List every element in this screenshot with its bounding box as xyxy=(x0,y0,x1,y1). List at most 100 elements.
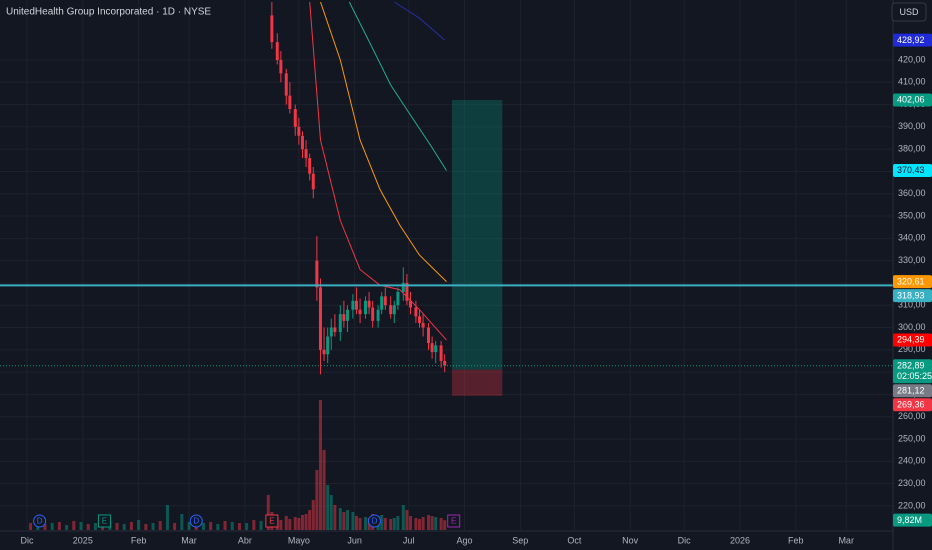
volume-bar xyxy=(300,515,304,530)
volume-bar xyxy=(363,517,367,530)
y-tick-label: 290,00 xyxy=(898,344,926,354)
volume-bar xyxy=(396,516,400,530)
candle-body xyxy=(279,59,283,74)
candle-body xyxy=(417,316,421,324)
x-tick-label: Oct xyxy=(567,535,582,545)
x-tick-label: Ago xyxy=(456,535,472,545)
volume-bar xyxy=(345,510,349,530)
event-marker xyxy=(447,514,461,528)
candle-body xyxy=(326,336,330,355)
candle-body xyxy=(358,309,362,315)
position-target-zone xyxy=(451,99,503,370)
volume-bar xyxy=(57,522,61,530)
volume-bar xyxy=(380,515,384,530)
grid xyxy=(0,0,893,530)
y-tick-label: 360,00 xyxy=(898,188,926,198)
y-tick-label: 410,00 xyxy=(898,77,926,87)
candle-body xyxy=(363,300,367,315)
volume-bar xyxy=(315,470,319,530)
volume-bar xyxy=(293,517,297,530)
y-tick-label: 350,00 xyxy=(898,210,926,220)
volume-bar xyxy=(329,495,333,530)
volume-bar xyxy=(408,516,412,530)
x-tick-label: Nov xyxy=(622,535,639,545)
volume-bar xyxy=(322,450,326,530)
candle-body xyxy=(371,307,375,321)
y-tick-label: 380,00 xyxy=(898,144,926,154)
y-tick-label: 420,00 xyxy=(898,54,926,64)
candle-body xyxy=(421,323,425,328)
x-tick-label: Jun xyxy=(347,535,362,545)
price-countdown: 02:05:25 xyxy=(897,371,932,381)
candle-body xyxy=(308,158,312,174)
currency-button[interactable] xyxy=(891,2,927,22)
candle-body xyxy=(333,327,337,333)
volume-bar xyxy=(430,516,434,530)
volume-bar xyxy=(351,512,355,530)
volume-bar xyxy=(304,514,308,530)
volume-bar xyxy=(426,515,430,530)
candle-body xyxy=(396,291,400,306)
volume-bar xyxy=(308,510,312,530)
volume-bar xyxy=(252,520,256,530)
candle-body xyxy=(376,309,380,321)
volume-bar xyxy=(65,525,69,530)
volume-tag-label: 9,82M xyxy=(897,515,922,525)
volume-bar xyxy=(151,523,155,530)
symbol-title: UnitedHealth Group Incorporated · 1D · N… xyxy=(6,7,211,18)
candle-body xyxy=(284,73,288,96)
event-label: D xyxy=(37,517,43,526)
y-tick-label: 230,00 xyxy=(898,478,926,488)
event-label: E xyxy=(269,517,274,526)
x-tick-label: Feb xyxy=(131,535,147,545)
candle-body xyxy=(434,345,438,353)
currency-label[interactable]: USD xyxy=(899,7,919,17)
volume-bar xyxy=(245,523,249,530)
event-label: E xyxy=(451,517,456,526)
candle-body xyxy=(270,15,274,43)
candle-body xyxy=(380,296,384,310)
candle-body xyxy=(443,360,447,366)
price-tag xyxy=(893,164,932,178)
event-marker xyxy=(97,514,111,528)
event-marker xyxy=(189,514,203,528)
x-tick-label: Mayo xyxy=(288,535,310,545)
volume-bar xyxy=(201,523,205,530)
volume-bar xyxy=(137,520,141,530)
candle-body xyxy=(392,305,396,315)
price-tag-label: 282,89 xyxy=(897,360,925,370)
y-tick-label: 250,00 xyxy=(898,433,926,443)
price-tag-label: 269,36 xyxy=(897,399,925,409)
volume-bar xyxy=(434,517,438,530)
volume-bar xyxy=(209,522,213,530)
y-tick-label: 390,00 xyxy=(898,121,926,131)
volume-bar xyxy=(284,516,288,530)
volume-tag xyxy=(893,513,932,527)
price-tag-label: 320,61 xyxy=(897,276,925,286)
candle-body xyxy=(304,149,308,159)
volume-bar xyxy=(318,400,322,530)
x-tick-label: Sep xyxy=(512,535,528,545)
price-tag xyxy=(893,275,932,289)
volume-bar xyxy=(230,522,234,530)
volume-bar xyxy=(443,520,447,530)
volume-bar xyxy=(389,519,393,530)
price-tag-label: 318,93 xyxy=(897,290,925,300)
volume-bar xyxy=(421,517,425,530)
volume-bar xyxy=(401,505,405,530)
volume-bar xyxy=(29,523,33,530)
candle-body xyxy=(430,343,434,353)
event-label: E xyxy=(102,517,107,526)
candle-body xyxy=(351,300,355,310)
volume-bar xyxy=(93,523,97,530)
price-tag xyxy=(893,359,932,384)
volume-bar xyxy=(288,519,292,530)
price-tags: 428,92 402,06 370,43 320,61 318,93 294,39 282,… xyxy=(893,33,932,527)
x-tick-label: Mar xyxy=(838,535,854,545)
volume-bar xyxy=(79,522,83,530)
price-tag-label: 294,39 xyxy=(897,335,925,345)
